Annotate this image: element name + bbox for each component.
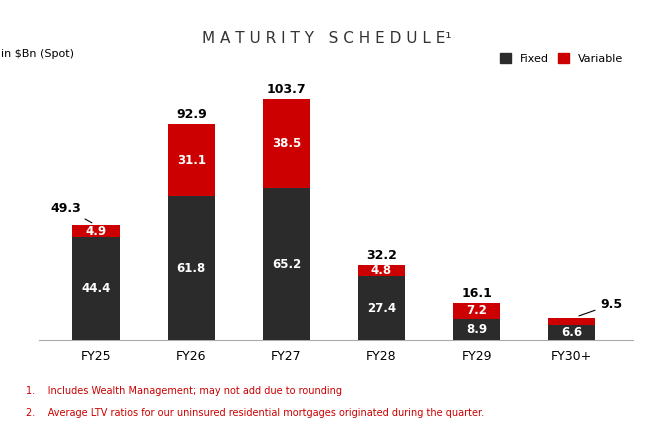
Text: 9.5: 9.5 — [579, 298, 622, 316]
Text: 65.2: 65.2 — [272, 258, 301, 271]
Text: 7.2: 7.2 — [466, 304, 487, 317]
Text: 92.9: 92.9 — [176, 108, 207, 121]
Bar — [263, 99, 310, 188]
Bar — [168, 124, 215, 196]
Text: 2.    Average LTV ratios for our uninsured residential mortgages originated duri: 2. Average LTV ratios for our uninsured … — [26, 408, 485, 418]
Text: 44.4: 44.4 — [82, 282, 111, 295]
Text: 6.6: 6.6 — [561, 326, 582, 339]
Text: 61.8: 61.8 — [177, 262, 206, 275]
Bar — [72, 237, 120, 340]
Bar — [453, 303, 500, 319]
Text: 16.1: 16.1 — [461, 287, 492, 300]
Bar — [358, 276, 406, 340]
Bar — [453, 319, 500, 340]
Bar — [548, 318, 596, 325]
Bar — [548, 325, 596, 340]
Text: 103.7: 103.7 — [266, 83, 306, 96]
Text: 8.9: 8.9 — [466, 323, 487, 336]
Text: 4.8: 4.8 — [371, 264, 392, 277]
Bar — [168, 196, 215, 340]
Text: 49.3: 49.3 — [50, 202, 92, 223]
Text: 31.1: 31.1 — [177, 153, 206, 167]
Text: M A T U R I T Y   S C H E D U L E¹: M A T U R I T Y S C H E D U L E¹ — [202, 31, 451, 46]
Legend: Fixed, Variable: Fixed, Variable — [496, 49, 628, 68]
Text: 1.    Includes Wealth Management; may not add due to rounding: 1. Includes Wealth Management; may not a… — [26, 386, 342, 396]
Bar — [263, 188, 310, 340]
Text: in $Bn (Spot): in $Bn (Spot) — [1, 49, 74, 59]
Bar — [72, 225, 120, 237]
Bar — [358, 265, 406, 276]
Text: 27.4: 27.4 — [367, 302, 396, 315]
Text: 4.9: 4.9 — [86, 225, 107, 238]
Text: 32.2: 32.2 — [366, 249, 397, 262]
Text: 38.5: 38.5 — [272, 137, 301, 150]
